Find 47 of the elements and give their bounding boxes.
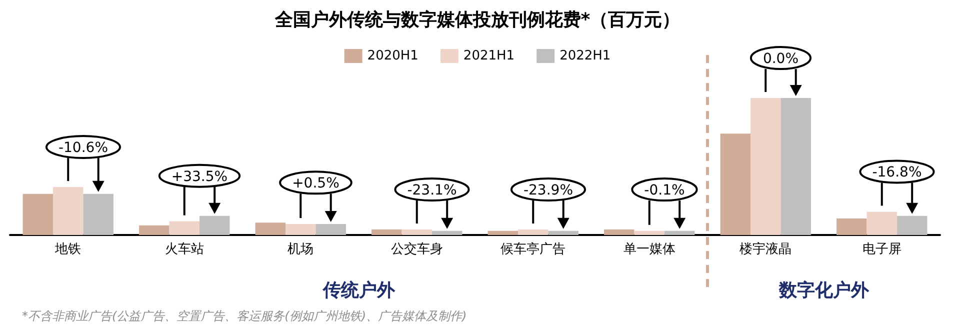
legend-label: 2022H1 bbox=[560, 48, 611, 64]
bar bbox=[139, 225, 170, 235]
annotation: +0.5% bbox=[292, 176, 340, 192]
bar bbox=[634, 230, 664, 235]
bar bbox=[896, 216, 928, 235]
chart-title: 全国户外传统与数字媒体投放刊例花费*（百万元） bbox=[274, 10, 680, 30]
annotation: -16.8% bbox=[872, 164, 922, 181]
bar bbox=[169, 221, 200, 235]
bar bbox=[255, 222, 286, 235]
bar bbox=[286, 224, 316, 235]
x-tick-label: 机场 bbox=[288, 242, 314, 257]
x-tick-label: 单一媒体 bbox=[623, 242, 676, 257]
annotation: -0.1% bbox=[644, 182, 685, 199]
legend-label: 2021H1 bbox=[463, 48, 515, 64]
bar bbox=[199, 216, 230, 235]
bar bbox=[780, 98, 811, 235]
text: 数字化户外 bbox=[778, 280, 870, 301]
bar bbox=[548, 230, 578, 235]
bar bbox=[750, 98, 781, 235]
annotation: -23.9% bbox=[523, 182, 574, 199]
text: 0.0% bbox=[762, 51, 799, 67]
x-tick-label: 候车亭广告 bbox=[500, 241, 566, 257]
bar bbox=[83, 194, 114, 235]
x-tick-label: 火车站 bbox=[164, 242, 204, 257]
bar bbox=[604, 230, 634, 235]
x-tick-label: 楼宇液晶 bbox=[740, 241, 792, 257]
x-tick-label: 地铁 bbox=[54, 242, 82, 257]
bar bbox=[720, 134, 751, 235]
bar bbox=[836, 218, 867, 235]
bar bbox=[372, 230, 402, 235]
x-tick-label: 公交车身 bbox=[390, 241, 443, 257]
bar bbox=[316, 224, 346, 235]
bar bbox=[518, 230, 548, 235]
bar bbox=[664, 230, 695, 235]
bar bbox=[488, 230, 518, 235]
x-tick-label: 电子屏 bbox=[862, 242, 902, 257]
bar bbox=[866, 212, 897, 235]
annotation: +33.5% bbox=[171, 168, 228, 185]
text: 传统户外 bbox=[322, 280, 396, 301]
annotation: -23.1% bbox=[407, 182, 457, 199]
annotation: -10.6% bbox=[58, 140, 108, 156]
legend-label: 2020H1 bbox=[367, 48, 418, 64]
bar bbox=[432, 230, 462, 235]
text: *不含非商业广告(公益广告、空置广告、客运服务(例如广州地铁)、广告媒体及制作) bbox=[22, 309, 467, 323]
bar bbox=[402, 230, 432, 235]
bar bbox=[22, 194, 54, 235]
bar bbox=[53, 187, 84, 235]
